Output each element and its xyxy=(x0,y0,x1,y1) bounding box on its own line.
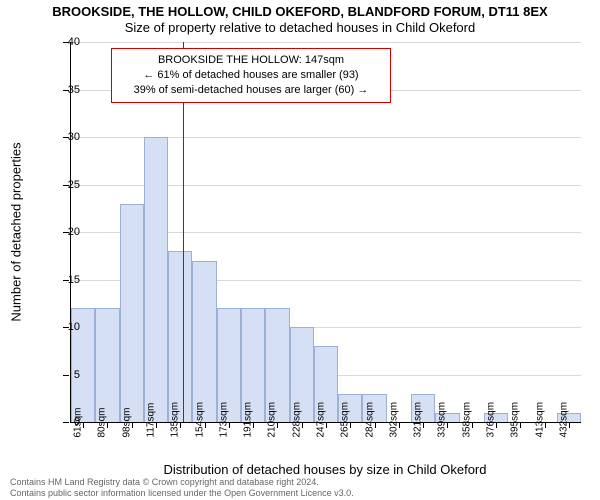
y-tick-label: 20 xyxy=(68,226,80,238)
y-tick xyxy=(63,422,69,423)
histogram-bar xyxy=(95,308,119,422)
annotation-line1: BROOKSIDE THE HOLLOW: 147sqm xyxy=(120,53,382,68)
y-tick-label: 25 xyxy=(68,179,80,191)
x-axis-title: Distribution of detached houses by size … xyxy=(70,462,580,477)
gridline xyxy=(71,42,581,43)
histogram-bar xyxy=(144,137,168,422)
y-tick xyxy=(63,375,69,376)
plot-area: BROOKSIDE THE HOLLOW: 147sqm ← 61% of de… xyxy=(70,42,581,423)
footer-line2: Contains public sector information licen… xyxy=(10,488,354,498)
footer-line1: Contains HM Land Registry data © Crown c… xyxy=(10,477,354,487)
histogram-bar xyxy=(168,251,192,422)
x-tick xyxy=(447,422,448,428)
x-tick xyxy=(277,422,278,428)
y-tick-label: 5 xyxy=(74,369,80,381)
y-tick-label: 35 xyxy=(68,84,80,96)
chart-footer: Contains HM Land Registry data © Crown c… xyxy=(10,477,354,498)
x-tick xyxy=(107,422,108,428)
chart-title-line1: BROOKSIDE, THE HOLLOW, CHILD OKEFORD, BL… xyxy=(0,4,600,19)
histogram-bar xyxy=(192,261,216,423)
histogram-bar xyxy=(120,204,144,423)
y-tick-label: 40 xyxy=(68,36,80,48)
property-size-histogram: BROOKSIDE, THE HOLLOW, CHILD OKEFORD, BL… xyxy=(0,0,600,500)
annotation-line2: ← 61% of detached houses are smaller (93… xyxy=(120,68,382,83)
y-tick-label: 10 xyxy=(68,321,80,333)
annotation-box: BROOKSIDE THE HOLLOW: 147sqm ← 61% of de… xyxy=(111,48,391,103)
y-tick-label: 30 xyxy=(68,131,80,143)
annotation-line3: 39% of semi-detached houses are larger (… xyxy=(120,83,382,98)
y-tick-label: 15 xyxy=(68,274,80,286)
y-axis-title: Number of detached properties xyxy=(9,142,24,321)
chart-title-line2: Size of property relative to detached ho… xyxy=(0,20,600,35)
